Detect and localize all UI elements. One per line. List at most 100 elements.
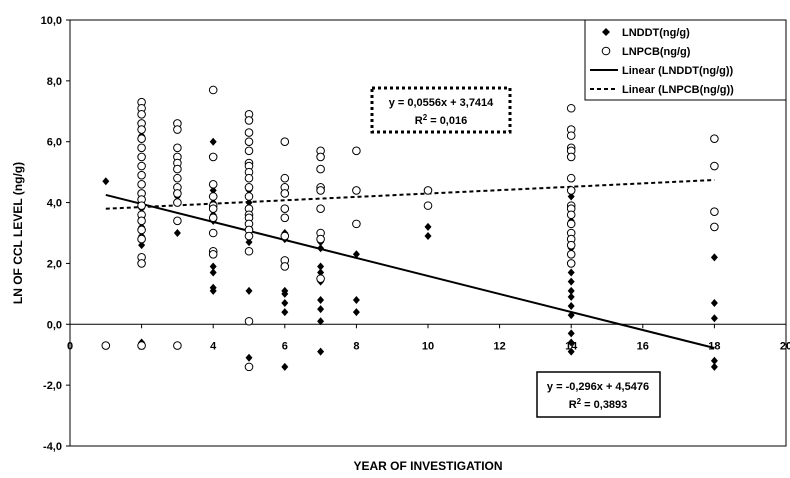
lnpcb-point bbox=[244, 192, 254, 201]
lnpcb-point bbox=[244, 173, 254, 183]
lnpcb-point bbox=[423, 201, 433, 210]
lnddt-point bbox=[567, 268, 575, 277]
lnddt-point bbox=[424, 222, 432, 231]
lnpcb-point bbox=[208, 85, 218, 95]
x-tick-label: 12 bbox=[493, 340, 505, 352]
pcb-equation-box: y = 0,0556x + 3,7414 R2 = 0,016 bbox=[370, 86, 512, 134]
lnpcb-point bbox=[208, 204, 218, 213]
lnpcb-point bbox=[244, 128, 254, 137]
lnpcb-point bbox=[208, 213, 218, 223]
lnddt-point bbox=[567, 292, 575, 301]
lnddt-point bbox=[317, 347, 325, 356]
lnpcb-point bbox=[244, 362, 254, 372]
lnpcb-point bbox=[316, 274, 325, 283]
lnddt-point bbox=[567, 338, 575, 347]
lnddt-point bbox=[710, 314, 718, 323]
lnpcb-point bbox=[208, 250, 218, 259]
lnpcb-point bbox=[280, 231, 290, 241]
lnddt-point bbox=[209, 137, 217, 146]
lnddt-point bbox=[710, 253, 718, 262]
y-axis: 10,0 8,0 6,0 4,0 2,0 0,0 -2,0 -4,0 bbox=[41, 15, 70, 453]
y-tick-label: -4,0 bbox=[43, 441, 62, 453]
trendlines bbox=[105, 178, 715, 350]
lnpcb-point bbox=[423, 186, 433, 195]
lnpcb-point bbox=[137, 143, 146, 153]
legend-diamond-marker bbox=[602, 28, 610, 36]
lnddt-point bbox=[209, 262, 217, 271]
lnddt-point bbox=[567, 277, 575, 286]
lnpcb-point bbox=[137, 161, 146, 171]
lnpcb-point bbox=[173, 341, 182, 350]
trendline-lnpcb bbox=[105, 178, 715, 210]
x-tick-label: 16 bbox=[637, 340, 649, 352]
lnddt-point bbox=[209, 186, 217, 195]
lnddt-point bbox=[352, 295, 360, 304]
lnddt-point bbox=[173, 229, 181, 237]
lnpcb-point bbox=[316, 186, 325, 195]
lnddt-point bbox=[281, 362, 289, 371]
lnddt-point bbox=[209, 268, 217, 277]
lnpcb-point bbox=[280, 137, 290, 147]
lnpcb-point bbox=[173, 173, 182, 183]
lnpcb-point bbox=[137, 216, 146, 226]
pcb-r-squared: R2 = 0,016 bbox=[415, 113, 467, 128]
lnpcb-point bbox=[710, 161, 719, 171]
lnpcb-point bbox=[244, 231, 254, 241]
lnddt-point bbox=[567, 347, 575, 356]
lnpcb-point bbox=[566, 173, 576, 183]
legend-item-lnddt: LNDDT(ng/g) bbox=[622, 27, 690, 39]
lnddt-point bbox=[138, 241, 146, 250]
pcb-equation: y = 0,0556x + 3,7414 bbox=[389, 97, 494, 109]
lnddt-point bbox=[710, 362, 718, 371]
lnddt-point bbox=[424, 232, 432, 241]
lnddt-point bbox=[567, 311, 575, 320]
lnddt-point bbox=[317, 305, 325, 314]
lnddt-point bbox=[710, 356, 718, 365]
x-tick-label: 10 bbox=[422, 340, 434, 352]
lnpcb-point bbox=[316, 152, 325, 162]
lnpcb-point bbox=[566, 219, 576, 229]
lnpcb-point bbox=[566, 259, 576, 268]
lnpcb-point bbox=[352, 146, 361, 156]
lnddt-point bbox=[567, 329, 575, 338]
lnddt-point bbox=[352, 308, 360, 317]
lnddt-point bbox=[281, 298, 289, 307]
x-tick-label: 4 bbox=[210, 340, 217, 352]
lnddt-point bbox=[317, 295, 325, 304]
lnddt-point bbox=[245, 238, 253, 247]
x-axis-title: YEAR OF INVESTIGATION bbox=[353, 459, 502, 473]
lnpcb-point bbox=[244, 116, 254, 125]
lnddt-point bbox=[245, 353, 253, 362]
lnpcb-point bbox=[137, 170, 146, 180]
lnpcb-point bbox=[352, 219, 361, 229]
lnpcb-point bbox=[173, 216, 182, 226]
legend-item-linear-lnddt: Linear (LNDDT(ng/g)) bbox=[622, 65, 734, 77]
lnddt-point bbox=[317, 268, 325, 277]
lnpcb-point bbox=[280, 189, 290, 198]
lnpcb-point bbox=[566, 152, 576, 162]
lnddt-point bbox=[567, 302, 575, 311]
lnpcb-point bbox=[566, 250, 576, 259]
lnpcb-point bbox=[280, 204, 290, 213]
y-tick-label: 4,0 bbox=[47, 198, 62, 210]
lnpcb-point bbox=[710, 222, 719, 232]
ddt-equation: y = -0,296x + 4,5476 bbox=[547, 381, 649, 393]
legend: LNDDT(ng/g) LNPCB(ng/g) Linear (LNDDT(ng… bbox=[584, 19, 787, 101]
x-tick-label: 6 bbox=[282, 340, 288, 352]
y-tick-label: 0,0 bbox=[47, 319, 62, 331]
lnpcb-point bbox=[173, 125, 182, 134]
y-axis-title: LN OF CCL LEVEL (ng/g) bbox=[11, 162, 25, 304]
lnpcb-point bbox=[173, 143, 182, 153]
lnddt-point bbox=[209, 286, 217, 295]
data-points bbox=[101, 85, 719, 381]
legend-item-linear-lnpcb: Linear (LNPCB(ng/g)) bbox=[622, 84, 734, 96]
lnpcb-point bbox=[137, 259, 146, 268]
lnpcb-point bbox=[244, 246, 254, 256]
lnpcb-point bbox=[566, 186, 576, 195]
x-tick-label: 0 bbox=[67, 340, 73, 352]
lnddt-point bbox=[245, 198, 253, 207]
lnpcb-point bbox=[566, 240, 576, 250]
lnpcb-point bbox=[208, 152, 218, 162]
lnddt-point bbox=[317, 317, 325, 326]
